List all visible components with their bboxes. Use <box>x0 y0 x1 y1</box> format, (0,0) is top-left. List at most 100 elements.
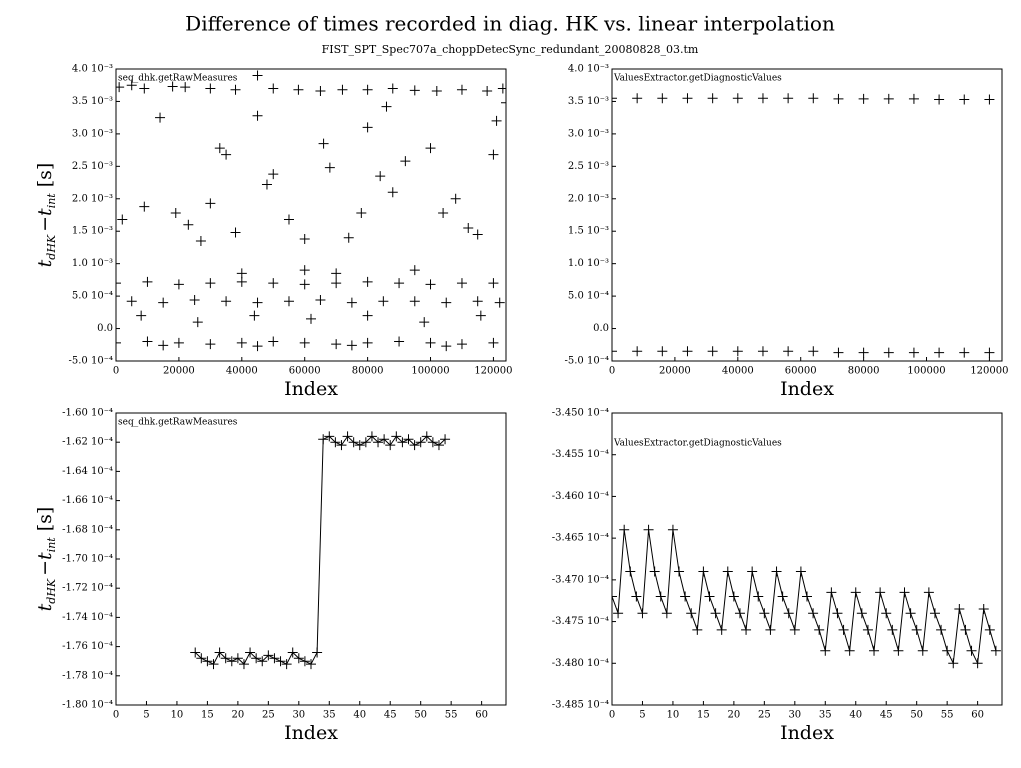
point-marker <box>324 162 335 173</box>
point-marker <box>883 93 894 104</box>
point-marker <box>488 337 499 348</box>
y-tick-label: -1.80 10⁻⁴ <box>62 700 113 711</box>
point-marker <box>269 653 280 664</box>
point-marker <box>257 656 268 667</box>
y-tick-label: -3.470 10⁻⁴ <box>552 574 609 585</box>
point-marker <box>661 608 672 619</box>
y-axis-label-part: − <box>34 216 56 232</box>
point-marker <box>808 608 819 619</box>
point-marker <box>126 80 137 91</box>
y-axis-label: tdHK−tint [s] <box>34 507 58 612</box>
point-marker <box>771 566 782 577</box>
figure-title: Difference of times recorded in diag. HK… <box>185 12 835 36</box>
point-marker <box>116 278 121 289</box>
point-marker <box>139 201 150 212</box>
point-marker <box>208 659 219 670</box>
point-marker <box>252 110 263 121</box>
point-marker <box>409 85 420 96</box>
y-tick-label: 5.0 10⁻⁴ <box>568 291 609 302</box>
point-marker <box>214 647 225 658</box>
y-tick-label: 1.5 10⁻³ <box>568 226 609 237</box>
point-marker <box>959 347 970 358</box>
point-marker <box>312 647 323 658</box>
point-marker <box>612 346 617 357</box>
series-line <box>194 435 446 665</box>
x-tick-label: 60 <box>475 710 488 721</box>
y-tick-label: -1.70 10⁻⁴ <box>62 554 113 565</box>
point-marker <box>887 624 898 635</box>
point-marker <box>612 93 617 104</box>
point-marker <box>917 645 928 656</box>
y-tick-label: -3.480 10⁻⁴ <box>552 658 609 669</box>
point-marker <box>126 296 137 307</box>
point-marker <box>899 587 910 598</box>
x-tick-label: 5 <box>143 710 149 721</box>
point-marker <box>315 86 326 97</box>
point-marker <box>732 346 743 357</box>
x-tick-label: 35 <box>323 710 336 721</box>
x-tick-label: 50 <box>414 710 427 721</box>
y-tick-label: 1.0 10⁻³ <box>72 258 113 269</box>
point-marker <box>158 297 169 308</box>
y-tick-label: 3.0 10⁻³ <box>72 128 113 139</box>
point-marker <box>221 149 232 160</box>
point-marker <box>306 313 316 324</box>
point-marker <box>226 656 237 667</box>
point-marker <box>205 339 216 350</box>
point-marker <box>456 278 467 289</box>
point-marker <box>346 297 357 308</box>
point-marker <box>759 608 770 619</box>
point-marker <box>249 310 260 321</box>
point-marker <box>375 171 386 182</box>
point-marker <box>667 524 678 535</box>
point-marker <box>954 604 965 615</box>
point-marker <box>331 339 342 350</box>
point-marker <box>394 336 405 347</box>
point-marker <box>202 656 213 667</box>
point-marker <box>263 650 274 661</box>
y-tick-label: 4.0 10⁻³ <box>568 64 609 75</box>
point-marker <box>450 193 461 204</box>
point-marker <box>637 608 648 619</box>
point-marker <box>221 296 232 307</box>
point-marker <box>686 608 697 619</box>
point-marker <box>741 624 752 635</box>
x-tick-label: 40 <box>849 710 862 721</box>
point-marker <box>409 265 420 276</box>
y-tick-label: -3.465 10⁻⁴ <box>552 533 609 544</box>
point-marker <box>984 94 995 105</box>
point-marker <box>753 591 764 602</box>
point-marker <box>136 310 147 321</box>
y-tick-label: -1.72 10⁻⁴ <box>62 583 113 594</box>
x-tick-label: 40 <box>353 710 366 721</box>
y-tick-label: 4.0 10⁻³ <box>72 64 113 75</box>
y-tick-label: 3.0 10⁻³ <box>568 128 609 139</box>
y-tick-label: -1.76 10⁻⁴ <box>62 641 113 652</box>
point-marker <box>777 591 788 602</box>
y-axis-label-part: dHK <box>45 234 58 260</box>
y-tick-label: 2.5 10⁻³ <box>72 161 113 172</box>
point-marker <box>833 93 844 104</box>
point-marker <box>293 653 304 664</box>
y-tick-label: 3.5 10⁻³ <box>568 96 609 107</box>
x-tick-label: 60 <box>971 710 984 721</box>
point-marker <box>324 431 335 442</box>
y-tick-label: -3.450 10⁻⁴ <box>552 408 609 419</box>
point-marker <box>385 440 396 451</box>
series <box>116 70 506 352</box>
point-marker <box>728 591 739 602</box>
point-marker <box>990 645 1001 656</box>
point-marker <box>356 208 367 219</box>
point-marker <box>236 268 247 279</box>
point-marker <box>283 214 294 225</box>
point-marker <box>869 645 880 656</box>
point-marker <box>789 624 800 635</box>
x-tick-label: 20 <box>232 710 245 721</box>
point-marker <box>488 149 499 160</box>
point-marker <box>360 437 371 448</box>
panel: 0 20000 40000 60000 80000 100000 120000 -5.0 10… <box>34 64 513 401</box>
point-marker <box>722 566 733 577</box>
point-marker <box>808 93 819 104</box>
y-tick-label: 1.0 10⁻³ <box>568 258 609 269</box>
